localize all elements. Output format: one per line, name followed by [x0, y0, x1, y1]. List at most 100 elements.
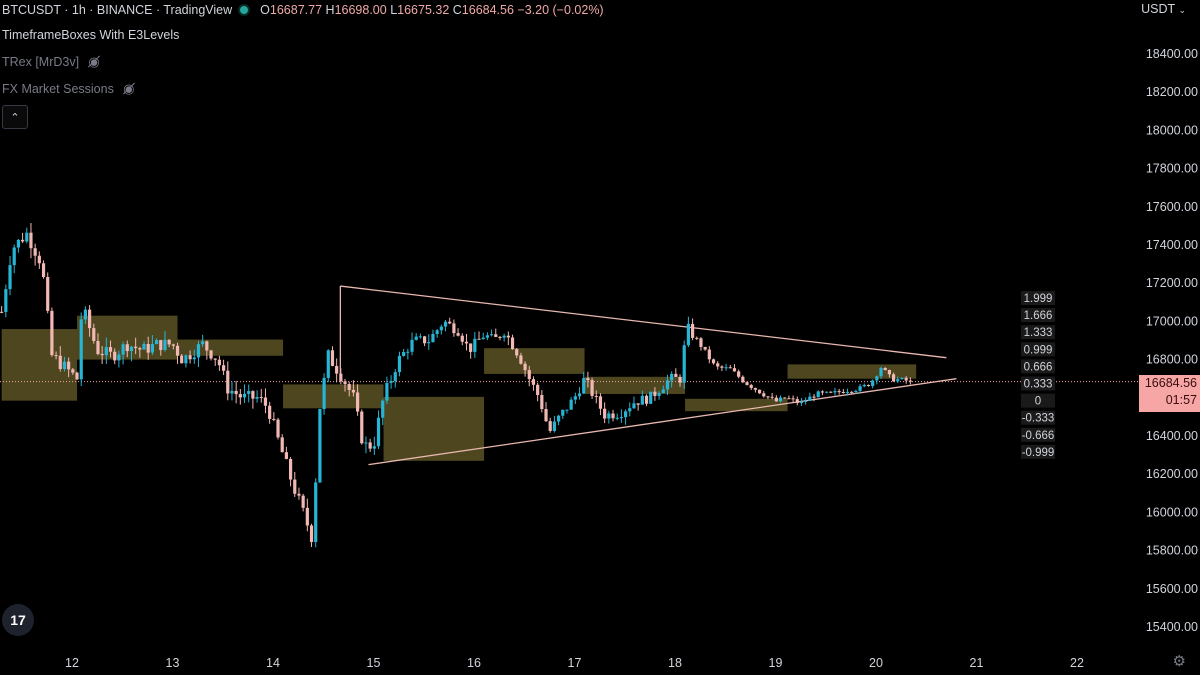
- candle-body: [259, 397, 263, 399]
- indicator-label[interactable]: TimeframeBoxes With E3Levels: [2, 28, 180, 42]
- candle-body: [184, 355, 188, 364]
- candle-body: [121, 344, 125, 355]
- indicator-timeframe-boxes[interactable]: TimeframeBoxes With E3Levels: [2, 28, 179, 42]
- candle-body: [192, 357, 196, 360]
- price-tick-label: 15800.00: [1146, 544, 1198, 558]
- candle-body: [439, 326, 443, 331]
- candle-body: [305, 507, 309, 526]
- candle-body: [414, 336, 418, 340]
- candle-body: [481, 337, 485, 340]
- candle-body: [536, 384, 540, 395]
- price-tick-label: 18000.00: [1146, 123, 1198, 137]
- fib-label-bg: [1021, 393, 1055, 408]
- level-box: [584, 376, 686, 394]
- candle-body: [318, 409, 322, 483]
- indicator-fx-sessions[interactable]: FX Market Sessions ◉: [2, 81, 136, 97]
- price-tick-label: 16800.00: [1146, 353, 1198, 367]
- time-tick-label: 22: [1070, 656, 1084, 670]
- candle-body: [351, 389, 355, 393]
- candle-body: [686, 323, 690, 346]
- candle-body: [653, 391, 657, 396]
- timeframe-boxes: [1, 315, 917, 461]
- candle-body: [607, 413, 611, 419]
- candle-body: [745, 382, 749, 385]
- candle-body: [678, 376, 682, 383]
- candle-body: [728, 367, 732, 369]
- candle-body: [879, 368, 883, 377]
- candle-body: [690, 323, 695, 338]
- candle-body: [561, 409, 565, 416]
- candle-body: [8, 265, 12, 290]
- chevron-up-icon: ⌃: [10, 111, 20, 124]
- time-tick-label: 19: [769, 656, 783, 670]
- candle-body: [816, 391, 820, 398]
- candle-body: [586, 378, 590, 381]
- candle-body: [71, 369, 75, 373]
- last-price-value: 16684.56: [1144, 376, 1197, 390]
- fib-level-label: 1.666: [1024, 310, 1053, 322]
- candle-body: [221, 365, 226, 371]
- price-axis: 18400.00 18200.00 18000.00 17800.00 17600.00…: [1146, 47, 1198, 634]
- candle-body: [410, 339, 414, 352]
- candle-body: [594, 395, 598, 397]
- indicator-label[interactable]: TRex [MrD3v]: [2, 55, 80, 69]
- candle-body: [808, 396, 812, 401]
- price-tick-label: 16000.00: [1146, 505, 1198, 519]
- candle-body: [804, 400, 808, 402]
- candle-body: [167, 339, 171, 345]
- candle-body: [590, 380, 594, 396]
- eye-off-icon[interactable]: ◉: [123, 81, 135, 96]
- candle-body: [812, 396, 816, 398]
- candle-body: [443, 321, 448, 327]
- fib-level-label: -0.333: [1022, 413, 1055, 425]
- candle-body: [37, 255, 41, 264]
- candle-body: [50, 310, 54, 356]
- fib-level-label: 0.333: [1024, 379, 1053, 391]
- candle-body: [288, 458, 293, 480]
- candle-body: [640, 395, 644, 405]
- candle-body: [544, 409, 548, 422]
- candle-body: [866, 384, 871, 386]
- candle-body: [724, 367, 728, 369]
- candle-body: [322, 377, 326, 410]
- candle-body: [159, 340, 163, 351]
- candle-body: [774, 397, 778, 402]
- indicator-trex[interactable]: TRex [MrD3v] ◉: [2, 54, 101, 70]
- candle-body: [858, 386, 862, 391]
- fib-label-bg: [1021, 342, 1055, 357]
- indicator-label[interactable]: FX Market Sessions: [2, 82, 114, 96]
- candle-body: [272, 418, 276, 420]
- candle-body: [125, 344, 129, 352]
- candle-body: [540, 394, 544, 410]
- candle-body: [75, 372, 79, 380]
- level-box: [383, 396, 485, 461]
- candle-body: [519, 355, 523, 364]
- candle-body: [251, 391, 255, 399]
- candle-body: [464, 341, 469, 344]
- candle-body: [422, 336, 427, 344]
- candle-body: [871, 380, 875, 386]
- candle-body: [142, 343, 146, 350]
- fib-label-bg: [1021, 291, 1055, 305]
- candle-body: [829, 391, 833, 393]
- currency-selector[interactable]: USDT ⌄: [1141, 2, 1186, 16]
- candle-body: [217, 359, 221, 366]
- candle-body: [649, 391, 653, 404]
- collapse-legend-button[interactable]: ⌃: [2, 105, 28, 129]
- symbol-title[interactable]: BTCUSDT · 1h · BINANCE · TradingView: [2, 3, 233, 17]
- price-tick-label: 15600.00: [1146, 582, 1198, 596]
- candle-body: [485, 335, 489, 338]
- candle-body: [749, 384, 753, 389]
- candle-body: [699, 338, 703, 347]
- candle-body: [108, 347, 113, 352]
- candle-body: [4, 289, 8, 312]
- candle-body: [393, 372, 397, 381]
- tradingview-logo[interactable]: 17: [2, 604, 34, 636]
- settings-gear-icon[interactable]: ⚙: [1172, 653, 1186, 670]
- eye-off-icon[interactable]: ◉: [88, 54, 100, 69]
- fib-level-label: -0.666: [1022, 430, 1055, 442]
- fib-level-label: 1.333: [1024, 327, 1053, 339]
- candle-body: [335, 365, 339, 374]
- candle-body: [87, 309, 92, 329]
